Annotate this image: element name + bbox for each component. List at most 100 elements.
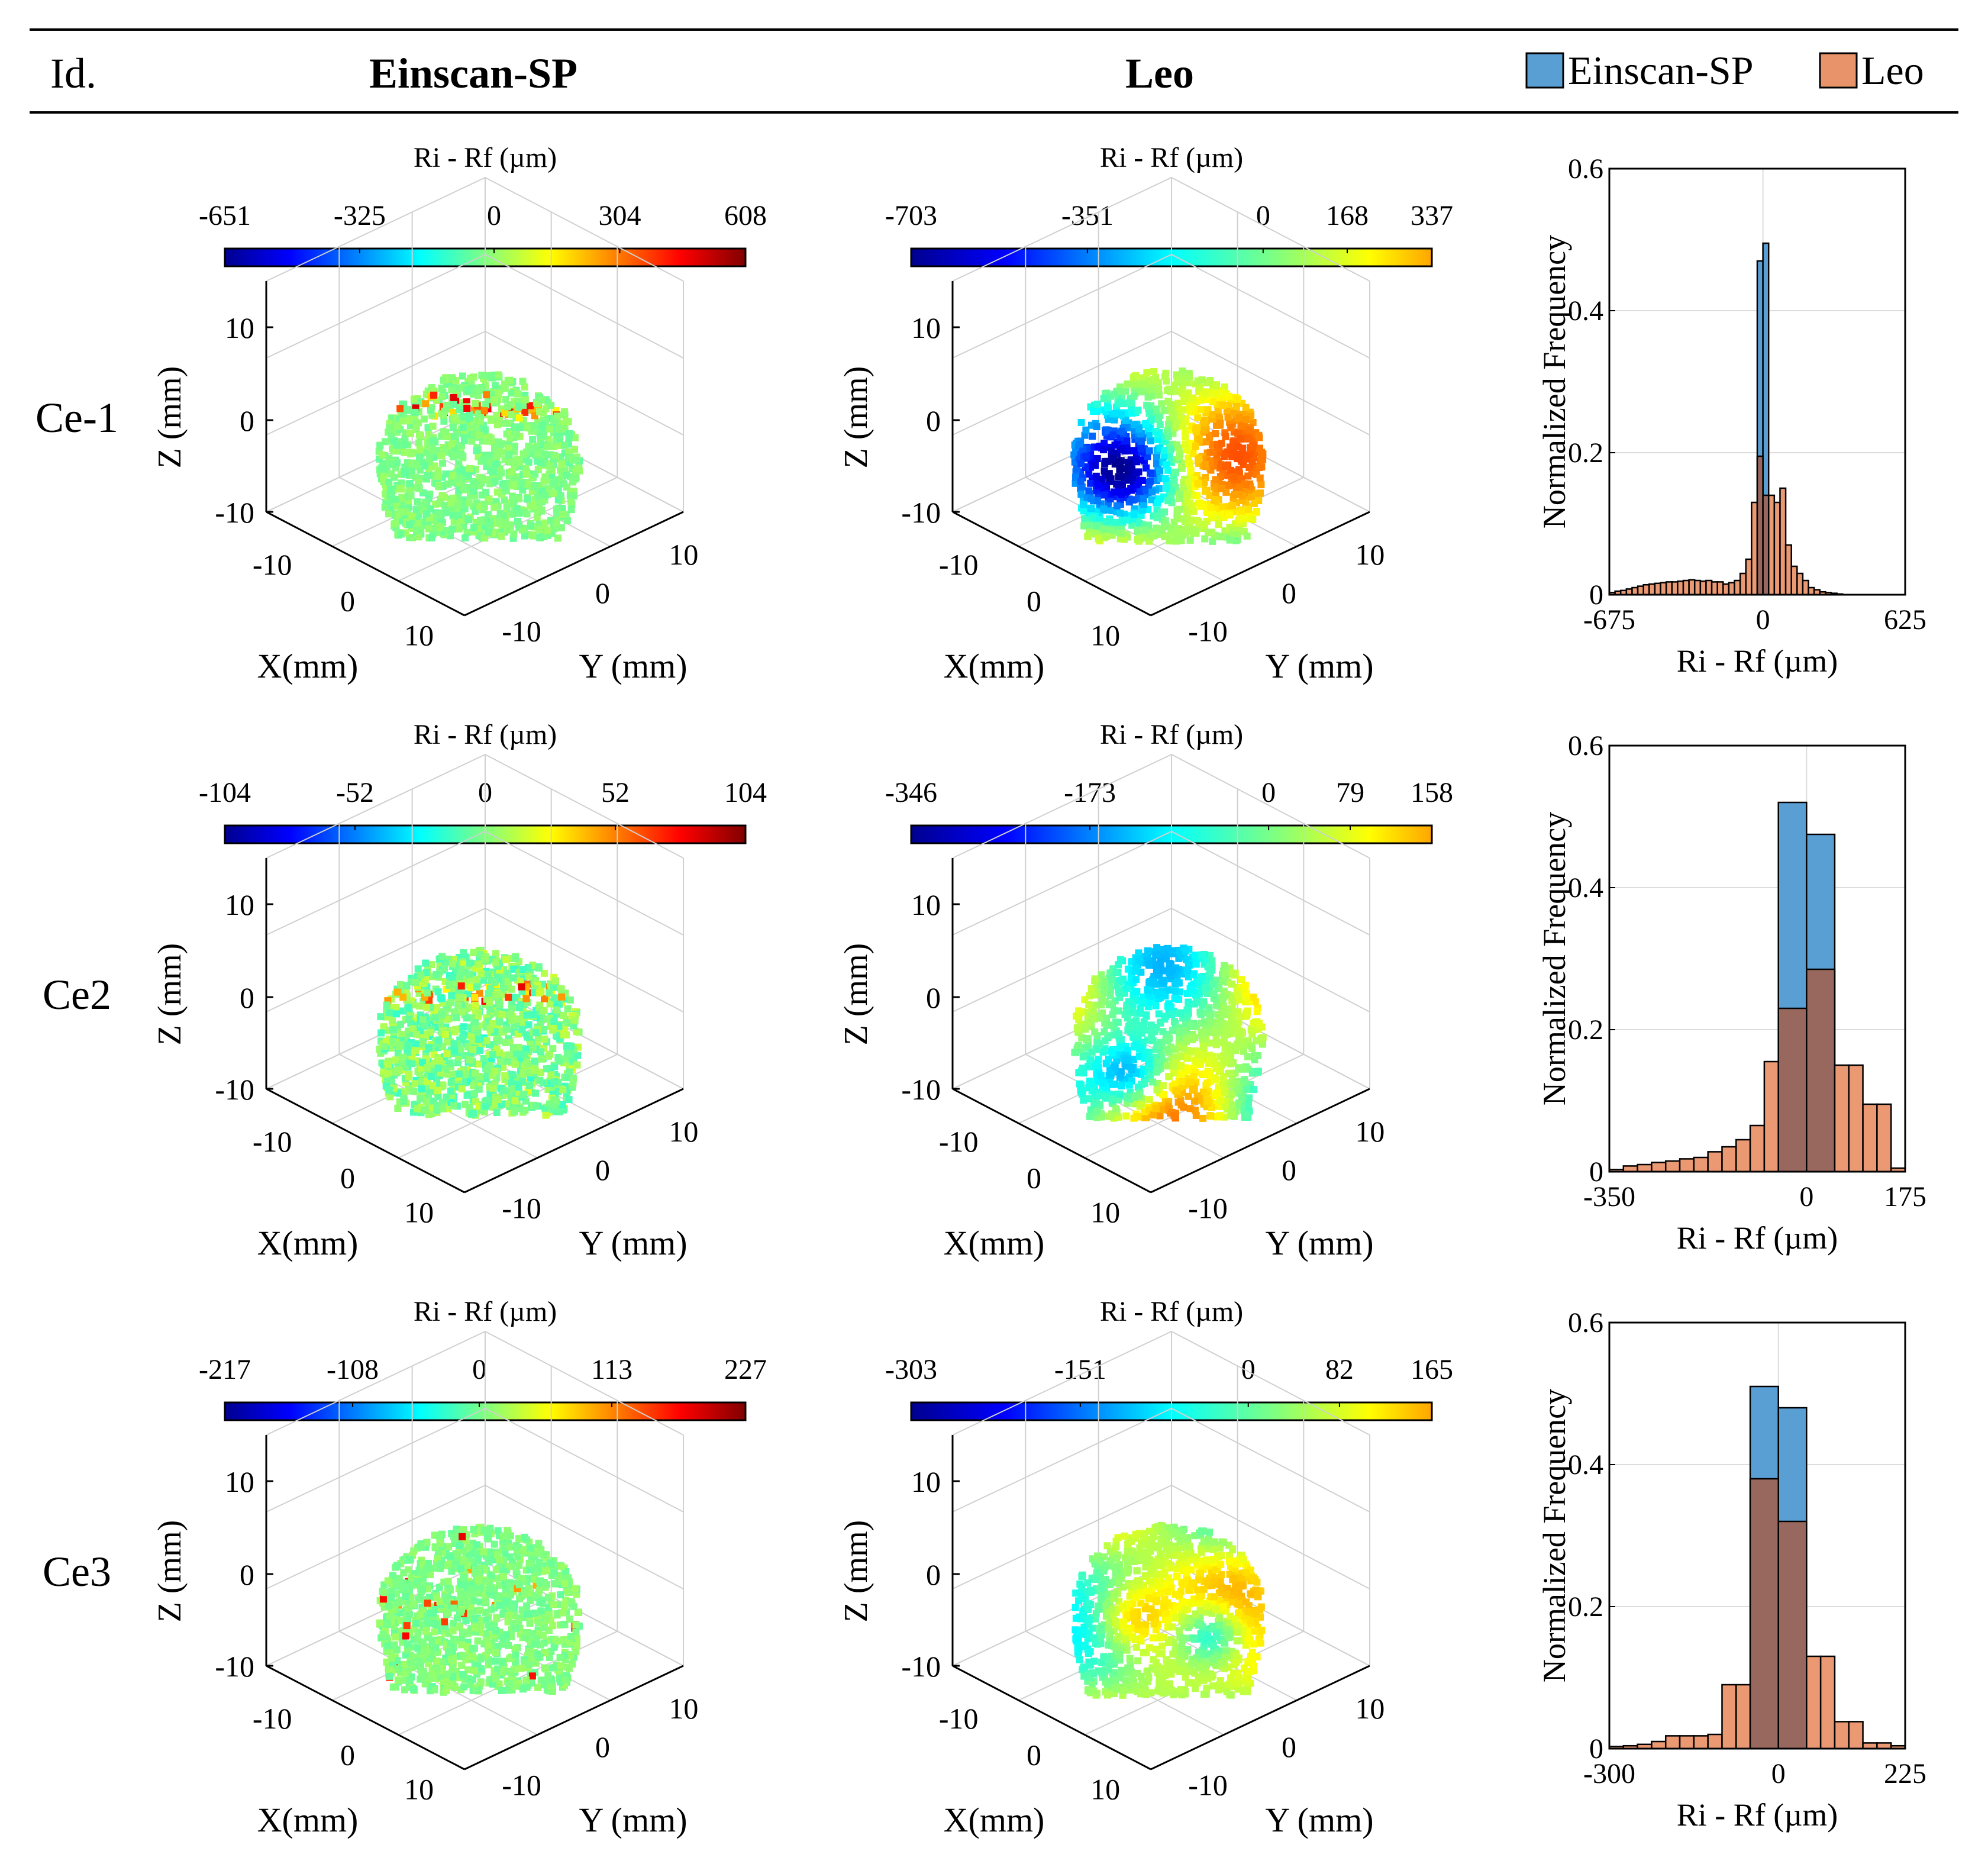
- row-id: Ce3: [43, 1548, 111, 1595]
- data-point: [404, 406, 412, 414]
- grid-line: [266, 253, 684, 359]
- data-point: [1133, 988, 1141, 995]
- data-point: [1093, 1108, 1101, 1115]
- y-axis-label: Y (mm): [579, 1801, 687, 1839]
- data-point: [1109, 431, 1117, 438]
- data-point: [465, 499, 473, 507]
- data-point: [435, 511, 443, 518]
- data-point: [523, 1031, 531, 1039]
- x-axis-label: X(mm): [257, 1224, 359, 1262]
- data-point: [536, 533, 544, 541]
- data-point: [560, 1031, 567, 1039]
- data-point: [1161, 446, 1169, 454]
- data-point: [1121, 536, 1128, 543]
- point-cloud: [376, 946, 583, 1119]
- data-point: [1129, 496, 1137, 504]
- data-point: [543, 1065, 550, 1073]
- data-point: [401, 449, 408, 456]
- data-point: [521, 532, 528, 540]
- data-point: [1161, 508, 1169, 516]
- data-point: [1088, 1081, 1096, 1089]
- data-point: [1219, 978, 1227, 985]
- data-point: [393, 988, 401, 996]
- data-point: [1242, 481, 1250, 488]
- data-point: [1155, 391, 1163, 399]
- data-point: [1164, 433, 1172, 440]
- data-point: [475, 411, 482, 419]
- data-point: [419, 1040, 427, 1048]
- data-point: [1182, 433, 1189, 441]
- data-point: [1138, 507, 1146, 514]
- x-tick-label: -675: [1583, 604, 1635, 636]
- data-point: [1190, 508, 1198, 515]
- data-point: [1219, 503, 1227, 511]
- data-point: [501, 1039, 509, 1046]
- data-point: [1242, 416, 1250, 424]
- data-point: [451, 433, 459, 440]
- data-point: [1222, 463, 1229, 470]
- data-point: [537, 1048, 545, 1056]
- data-point: [463, 1014, 470, 1022]
- data-point: [1182, 441, 1189, 449]
- data-point: [376, 442, 384, 450]
- data-point: [1195, 518, 1202, 525]
- data-point: [434, 988, 442, 996]
- data-point: [1182, 373, 1189, 381]
- data-point: [1193, 424, 1201, 431]
- data-point: [1186, 1105, 1194, 1112]
- data-point: [1145, 447, 1153, 454]
- data-point: [473, 447, 480, 454]
- data-point: [417, 502, 424, 509]
- data-point: [1158, 1106, 1166, 1114]
- data-point: [455, 511, 463, 519]
- data-point: [439, 1082, 447, 1089]
- data-point: [441, 446, 449, 453]
- data-point: [1228, 997, 1236, 1005]
- data-point: [410, 395, 418, 403]
- data-point: [565, 448, 573, 456]
- data-point: [1150, 532, 1158, 540]
- data-point: [1191, 1034, 1199, 1041]
- data-point: [1190, 1097, 1198, 1105]
- data-point: [1179, 515, 1186, 523]
- data-point: [1245, 505, 1253, 513]
- data-point: [470, 1082, 477, 1089]
- data-point: [1079, 1065, 1086, 1072]
- data-point: [531, 1057, 538, 1065]
- data-point: [433, 1102, 441, 1110]
- data-point: [480, 456, 488, 464]
- data-point: [1166, 969, 1173, 976]
- data-point: [1145, 1096, 1153, 1104]
- data-point: [1172, 468, 1179, 476]
- data-point: [431, 1014, 439, 1021]
- data-point: [514, 404, 522, 411]
- data-point: [515, 509, 523, 517]
- data-point: [397, 1041, 405, 1049]
- data-point: [1130, 392, 1138, 400]
- y-axis-label: Y (mm): [579, 1224, 687, 1262]
- data-point: [451, 452, 459, 460]
- data-point: [1077, 478, 1085, 485]
- data-point: [1135, 957, 1143, 965]
- bar-leo: [1767, 494, 1776, 596]
- data-point: [1249, 515, 1257, 523]
- data-point: [519, 450, 527, 458]
- bar-leo: [1806, 968, 1836, 1173]
- data-point: [1187, 1022, 1195, 1030]
- grid-line: [338, 1630, 538, 1736]
- data-point: [1100, 1028, 1108, 1036]
- data-point: [550, 489, 557, 497]
- data-point: [1085, 1001, 1093, 1008]
- z-tick-label: 10: [225, 1465, 254, 1498]
- data-point: [1245, 1094, 1253, 1102]
- data-point: [386, 486, 394, 494]
- histogram-y-label: Normalized Frequency: [1537, 235, 1572, 528]
- z-tick-label: 0: [240, 404, 254, 437]
- data-point: [1129, 374, 1137, 382]
- data-point: [502, 395, 509, 403]
- point-cloud: [375, 371, 583, 542]
- data-point: [1091, 1028, 1099, 1036]
- data-point: [563, 472, 570, 479]
- data-point: [537, 526, 544, 534]
- data-point: [1162, 369, 1170, 377]
